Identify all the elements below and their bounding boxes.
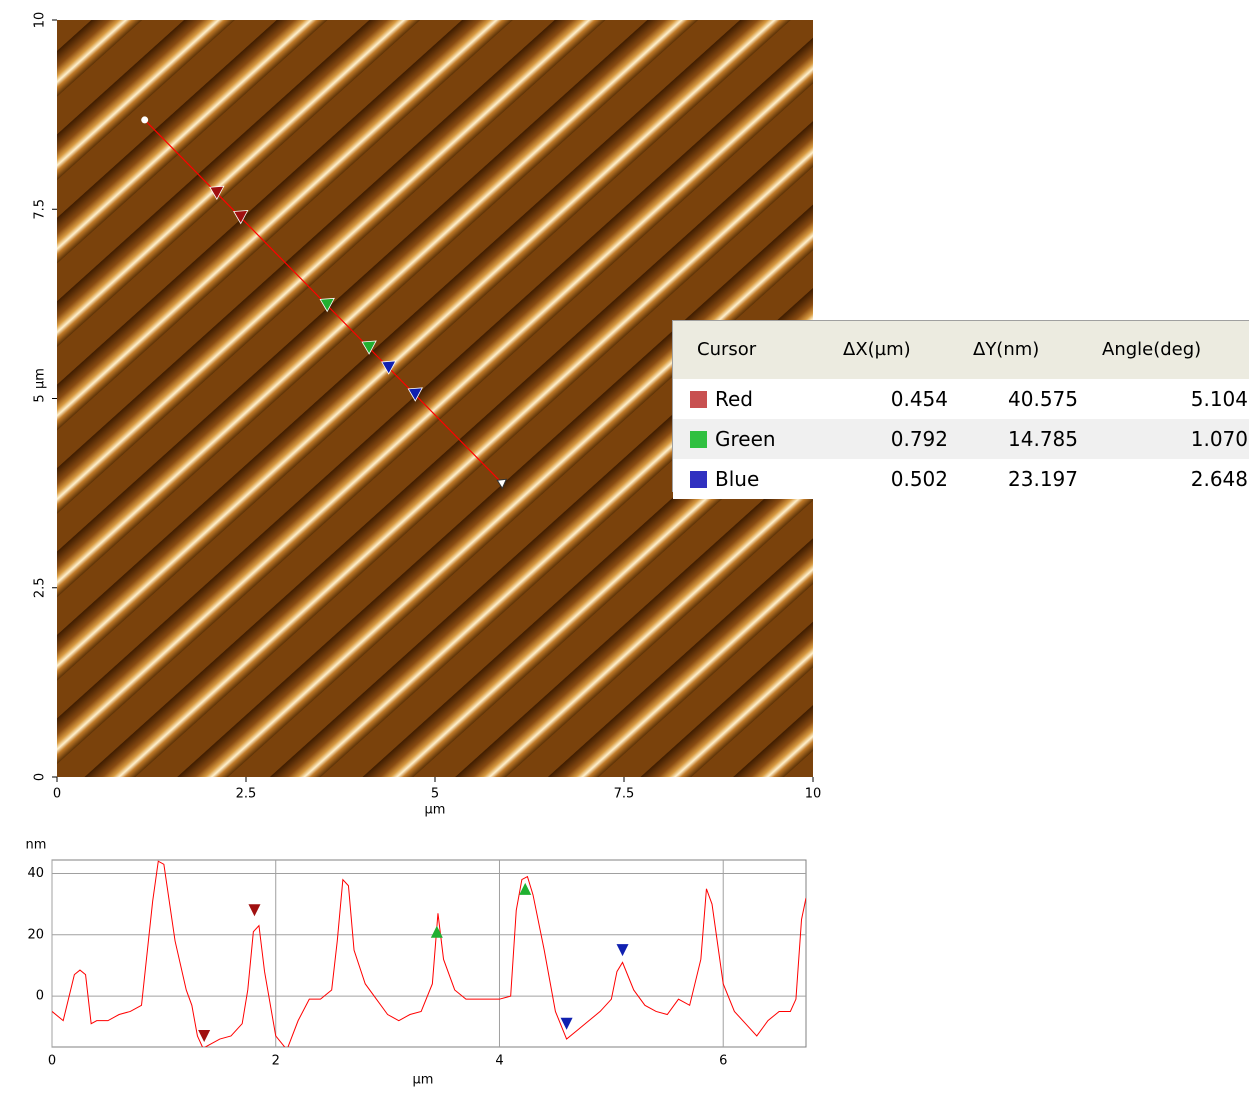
y-tick-label: 40 xyxy=(27,866,44,881)
color-swatch xyxy=(690,431,707,448)
y-axis-label: µm xyxy=(33,368,48,389)
image-cursor xyxy=(361,340,377,355)
image-cursor xyxy=(209,185,225,201)
color-swatch xyxy=(690,471,707,488)
table-value: 1.070 xyxy=(1190,427,1248,451)
x-tick-label: 0 xyxy=(53,787,61,802)
cursor-name: Blue xyxy=(715,467,760,491)
table-header: Cursor ΔX(µm) ΔY(nm) Angle(deg) xyxy=(673,321,1249,380)
table-value: 2.648 xyxy=(1190,467,1248,491)
image-cursor xyxy=(407,387,423,402)
cursor-marker xyxy=(430,925,443,938)
profile-frame xyxy=(51,859,807,1048)
x-tick-label: 2 xyxy=(272,1054,280,1069)
table-row: Green 0.792 14.785 1.070 xyxy=(673,419,1249,459)
x-tick-label: 6 xyxy=(719,1054,727,1069)
y-tick-label: 20 xyxy=(27,927,44,942)
x-tick-label: 4 xyxy=(495,1054,503,1069)
table-value: 40.575 xyxy=(1008,387,1078,411)
cursor-name: Green xyxy=(715,427,776,451)
cursor-marker xyxy=(616,944,629,957)
image-cursor xyxy=(319,297,335,313)
table-value: 0.454 xyxy=(890,387,948,411)
color-swatch xyxy=(690,391,707,408)
header-cell: ΔX(µm) xyxy=(843,339,911,360)
y-tick-label: 2.5 xyxy=(33,577,48,598)
x-tick-label: 5 xyxy=(431,787,439,802)
image-plot: 0 2.5 5 7.5 10 0 2.5 5 7.5 10 µm µm xyxy=(33,12,822,818)
header-cell: ΔY(nm) xyxy=(973,339,1040,360)
cursor-name: Red xyxy=(715,387,753,411)
table-value: 0.792 xyxy=(890,427,948,451)
cursor-marker xyxy=(519,882,532,895)
profile-start xyxy=(141,116,149,124)
y-tick-label: 10 xyxy=(33,12,48,29)
cursor-marker xyxy=(198,1029,211,1042)
y-axis-label: nm xyxy=(26,838,47,853)
x-axis-label: µm xyxy=(425,803,446,818)
cursor-marker xyxy=(248,904,261,917)
image-cursor xyxy=(381,360,397,375)
x-tick-label: 0 xyxy=(48,1054,56,1069)
profile-curve xyxy=(52,860,806,1047)
y-tick-label: 0 xyxy=(33,773,48,781)
cursor-marker xyxy=(560,1017,573,1030)
profile-plot: 0 2 4 6 0 20 40 nm µm xyxy=(26,838,806,1088)
header-cell: Angle(deg) xyxy=(1102,339,1202,360)
x-tick-label: 2.5 xyxy=(236,787,257,802)
image-cursor xyxy=(233,210,249,225)
table-row: Blue 0.502 23.197 2.648 xyxy=(673,459,1249,499)
x-tick-label: 7.5 xyxy=(614,787,635,802)
table-value: 5.104 xyxy=(1190,387,1248,411)
cursor-table: Cursor ΔX(µm) ΔY(nm) Angle(deg) Red 0.454 40.5… xyxy=(672,320,1249,499)
x-axis-label: µm xyxy=(413,1073,434,1088)
profile-end xyxy=(496,478,508,490)
y-tick-label: 7.5 xyxy=(33,199,48,220)
y-tick-label: 5 xyxy=(33,394,48,402)
table-value: 0.502 xyxy=(890,467,948,491)
table-row: Red 0.454 40.575 5.104 xyxy=(673,379,1249,419)
header-cell: Cursor xyxy=(697,339,757,360)
table-value: 23.197 xyxy=(1008,467,1078,491)
table-value: 14.785 xyxy=(1008,427,1078,451)
x-tick-label: 10 xyxy=(805,787,822,802)
y-tick-label: 0 xyxy=(36,989,44,1004)
